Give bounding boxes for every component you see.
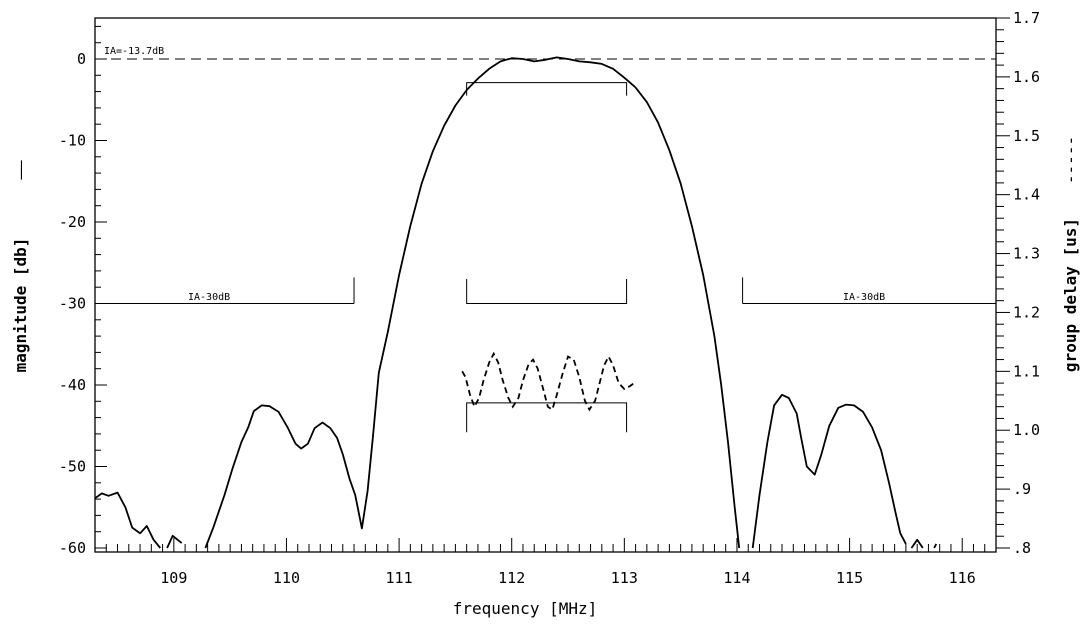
y-right-tick-label: 1.1: [1013, 362, 1040, 380]
y-right-tick-label: 1.7: [1013, 9, 1040, 27]
spec-mask-layer: [95, 58, 996, 433]
y-right-tick-label: .8: [1013, 539, 1031, 557]
ia-left-label: IA-30dB: [188, 292, 230, 303]
passband-bracket: [466, 82, 628, 96]
curve-layer: [94, 56, 938, 549]
y-axis-right-legend: -----: [1061, 136, 1080, 184]
magnitude-curve: [751, 393, 907, 549]
ia-right-label: IA-30dB: [843, 292, 885, 303]
y-right-tick-label: 1.0: [1013, 421, 1040, 439]
y-right-tick-label: 1.5: [1013, 127, 1040, 145]
x-tick-label: 111: [386, 569, 413, 587]
y-left-tick-label: -60: [59, 539, 86, 557]
ia-reference-label: IA=-13.7dB: [104, 46, 164, 57]
y-right-tick-label: 1.2: [1013, 303, 1040, 321]
y-left-tick-label: -40: [59, 376, 86, 394]
x-tick-label: 109: [160, 569, 187, 587]
group-delay-curve: [461, 351, 637, 412]
x-axis-label: frequency [MHz]: [453, 599, 598, 618]
x-tick-label: 110: [273, 569, 300, 587]
x-tick-label: 112: [498, 569, 525, 587]
stopband-mask-line: [742, 277, 996, 304]
magnitude-curve: [204, 56, 741, 549]
x-tick-label: 115: [836, 569, 863, 587]
y-right-tick-label: .9: [1013, 480, 1031, 498]
magnitude-curve: [910, 538, 924, 549]
plot-frame: [94, 17, 997, 553]
y-right-tick-label: 1.3: [1013, 245, 1040, 263]
tick-layer: [94, 17, 1010, 552]
y-right-tick-label: 1.4: [1013, 186, 1040, 204]
y-axis-right-label: group delay [us]: [1061, 218, 1080, 372]
x-tick-label: 116: [949, 569, 976, 587]
label-layer: 109 110 111 112 113 114 115 116 0 -10 -20 -30 -40 -50…: [59, 9, 1040, 587]
x-tick-label: 113: [611, 569, 638, 587]
passband-bracket: [466, 402, 628, 433]
y-left-tick-label: -10: [59, 132, 86, 150]
y-axis-left-label: magnitude [db]: [11, 238, 30, 373]
y-left-tick-label: 0: [77, 50, 86, 68]
x-tick-label: 114: [723, 569, 750, 587]
y-right-tick-label: 1.6: [1013, 68, 1040, 86]
magnitude-curve: [94, 491, 161, 549]
magnitude-curve: [933, 543, 938, 549]
y-left-tick-label: -50: [59, 458, 86, 476]
passband-bracket: [466, 279, 628, 304]
y-left-tick-label: -30: [59, 295, 86, 313]
magnitude-curve: [166, 534, 183, 549]
y-axis-left-legend: ——: [11, 160, 30, 180]
y-left-tick-label: -20: [59, 213, 86, 231]
stopband-mask-line: [95, 277, 355, 304]
